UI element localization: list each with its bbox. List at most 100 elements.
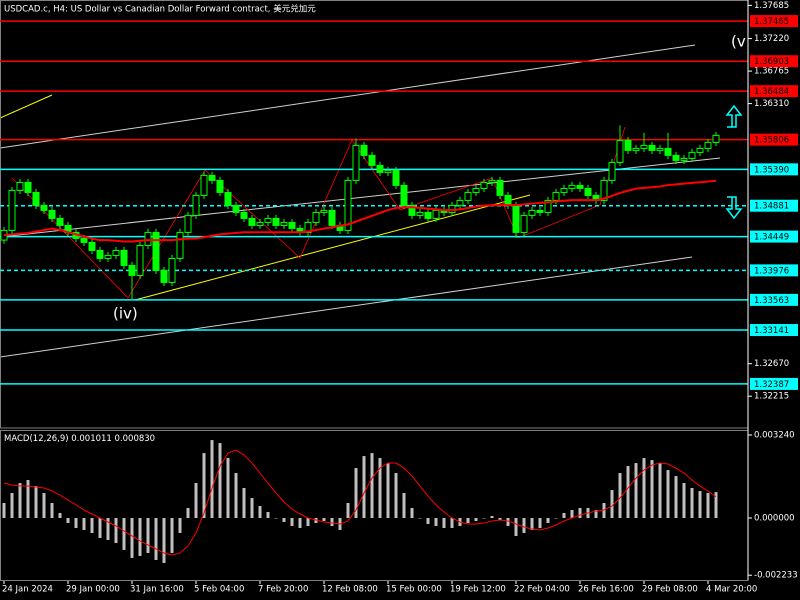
candle-body [432, 209, 440, 219]
candle-body [104, 254, 112, 259]
macd-bar [370, 453, 374, 519]
up-arrow-icon [725, 104, 743, 128]
candle-body [208, 174, 216, 181]
macd-bar [290, 518, 294, 526]
channel-line [0, 44, 696, 149]
candle-body [552, 191, 560, 201]
macd-bar [538, 518, 542, 528]
macd-bar [34, 486, 38, 519]
macd-bar [594, 510, 598, 519]
macd-bar [490, 516, 494, 519]
macd-bar [378, 458, 382, 519]
signal-value: 0.000830 [115, 434, 156, 444]
indicator-readout: MACD(12,26,9) 0.001011 0.000830 [4, 434, 155, 444]
candle-body [472, 187, 480, 193]
candle-body [88, 241, 96, 251]
candle-body [232, 204, 240, 213]
macd-bar [258, 506, 262, 519]
candle-body [640, 144, 648, 149]
level-label: 1.33563 [754, 296, 789, 306]
macd-bar [410, 508, 414, 519]
candle-body [352, 144, 360, 181]
macd-bar [74, 518, 78, 528]
candle-body [512, 204, 520, 233]
candle-body [168, 257, 176, 283]
y-tick-label: 1.36765 [754, 67, 789, 77]
x-tick-label: 19 Feb 12:00 [450, 585, 506, 595]
x-tick-label: 26 Feb 16:00 [578, 585, 634, 595]
macd-bar [218, 443, 222, 519]
macd-bar [26, 480, 30, 519]
macd-bar [98, 518, 102, 538]
candle-body [536, 209, 544, 213]
macd-bar [346, 503, 350, 519]
candle-body [96, 249, 104, 259]
level-label-box [750, 133, 798, 146]
candle-body [400, 184, 408, 206]
x-tick-label: 22 Feb 04:00 [514, 585, 570, 595]
level-label-box [750, 230, 798, 243]
macd-bar [114, 518, 118, 543]
candle-body [128, 264, 136, 276]
candle-body [360, 144, 368, 156]
macd-bar [674, 476, 678, 519]
candle-body [80, 237, 88, 243]
macd-bar [170, 518, 174, 553]
candle-body [16, 181, 24, 191]
candle-body [40, 204, 48, 211]
macd-bar [618, 473, 622, 519]
macd-bar [706, 493, 710, 519]
macd-bar [386, 463, 390, 519]
candle-body [568, 184, 576, 189]
macd-bar [234, 473, 238, 519]
moving-average [3, 179, 717, 243]
macd-bar [322, 518, 326, 521]
down-arrow-icon [725, 196, 743, 220]
macd-bar [138, 518, 142, 556]
level-label: 1.34881 [754, 202, 789, 212]
candle-body [528, 209, 536, 216]
x-tick-label: 5 Feb 04:00 [194, 585, 244, 595]
candle-body [656, 147, 664, 151]
candle-body [424, 211, 432, 219]
macd-bar [90, 518, 94, 533]
candle-body [560, 187, 568, 193]
level-label-box [750, 55, 798, 68]
level-label: 1.33976 [754, 266, 789, 276]
macd-bar [298, 518, 302, 528]
drawings [0, 44, 743, 358]
candle-body [408, 204, 416, 216]
candle-body [520, 214, 528, 233]
macd-bar [450, 518, 454, 528]
macd-bar [18, 483, 22, 519]
macd-bar [226, 458, 230, 519]
candles [0, 125, 720, 301]
x-tick-label: 29 Feb 08:00 [642, 585, 698, 595]
wave-annotation: (iv) [113, 305, 138, 323]
candle-body [112, 249, 120, 256]
macd-bar [474, 518, 478, 521]
macd-bar [10, 493, 14, 519]
candle-body [384, 169, 392, 173]
level-label-box [750, 15, 798, 28]
zigzag [11, 126, 626, 299]
candle-body [416, 211, 424, 216]
macd-bar [514, 518, 518, 536]
macd-bar [266, 512, 270, 519]
candle-body [224, 191, 232, 206]
macd-bar [362, 456, 366, 519]
level-label: 1.36484 [754, 87, 789, 97]
y-tick-label: 1.37220 [754, 34, 789, 44]
macd-bar [650, 460, 654, 519]
macd-bar [82, 518, 86, 530]
x-tick-label: 31 Jan 16:00 [130, 585, 184, 595]
level-label: 1.32387 [754, 380, 789, 390]
candle-body [280, 221, 288, 226]
y-tick-label: 1.32215 [754, 392, 789, 402]
candle-body [464, 191, 472, 201]
y-tick-label: -0.002233 [754, 571, 798, 581]
macd-bar [202, 453, 206, 519]
candle-body [488, 179, 496, 183]
macd-bar [626, 466, 630, 519]
